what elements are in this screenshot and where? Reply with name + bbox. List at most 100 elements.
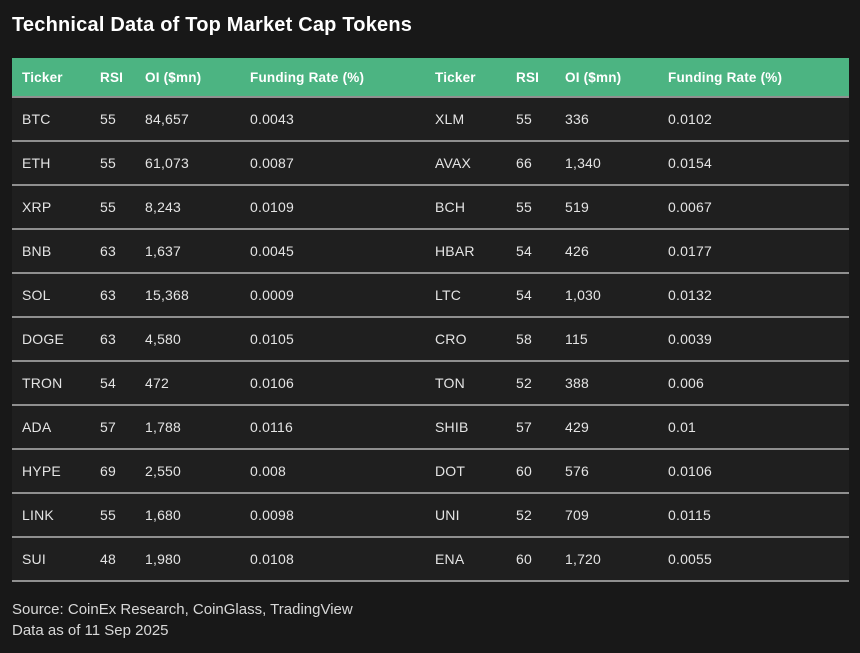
cell-ticker: DOT — [425, 448, 506, 493]
table-row: BNB 63 1,637 0.0045 HBAR 54 426 0.0177 — [12, 228, 849, 273]
cell-ticker: SHIB — [425, 404, 506, 449]
cell-ticker: ETH — [12, 140, 90, 185]
cell-oi-mn: 15,368 — [135, 272, 240, 317]
cell-rsi: 58 — [506, 316, 555, 361]
cell-ticker: DOGE — [12, 316, 90, 361]
cell-rsi: 52 — [506, 360, 555, 405]
cell-rsi: 60 — [506, 536, 555, 582]
cell-rsi: 57 — [506, 404, 555, 449]
table-row: BTC 55 84,657 0.0043 XLM 55 336 0.0102 — [12, 97, 849, 141]
cell-funding-rate: 0.0115 — [658, 492, 849, 537]
cell-ticker: BNB — [12, 228, 90, 273]
table-row: LINK 55 1,680 0.0098 UNI 52 709 0.0115 — [12, 492, 849, 537]
cell-rsi: 48 — [90, 536, 135, 582]
token-data-table: Ticker RSI OI ($mn) Funding Rate (%) Tic… — [12, 58, 849, 582]
cell-ticker: LTC — [425, 272, 506, 317]
table-row: HYPE 69 2,550 0.008 DOT 60 576 0.0106 — [12, 448, 849, 493]
cell-rsi: 52 — [506, 492, 555, 537]
cell-oi-mn: 472 — [135, 360, 240, 405]
cell-ticker: HYPE — [12, 448, 90, 493]
cell-ticker: LINK — [12, 492, 90, 537]
cell-funding-rate: 0.0009 — [240, 272, 425, 317]
cell-ticker: SOL — [12, 272, 90, 317]
cell-rsi: 55 — [90, 140, 135, 185]
cell-oi-mn: 1,720 — [555, 536, 658, 582]
cell-rsi: 60 — [506, 448, 555, 493]
cell-oi-mn: 1,680 — [135, 492, 240, 537]
table-row: ETH 55 61,073 0.0087 AVAX 66 1,340 0.0154 — [12, 140, 849, 185]
cell-oi-mn: 576 — [555, 448, 658, 493]
cell-funding-rate: 0.008 — [240, 448, 425, 493]
cell-rsi: 69 — [90, 448, 135, 493]
cell-rsi: 63 — [90, 316, 135, 361]
cell-oi-mn: 2,550 — [135, 448, 240, 493]
table-row: TRON 54 472 0.0106 TON 52 388 0.006 — [12, 360, 849, 405]
cell-rsi: 63 — [90, 272, 135, 317]
cell-oi-mn: 1,637 — [135, 228, 240, 273]
cell-rsi: 55 — [506, 184, 555, 229]
column-header-rsi-right: RSI — [506, 58, 555, 98]
table-row: ADA 57 1,788 0.0116 SHIB 57 429 0.01 — [12, 404, 849, 449]
cell-funding-rate: 0.0102 — [658, 97, 849, 141]
cell-funding-rate: 0.0098 — [240, 492, 425, 537]
cell-ticker: BTC — [12, 97, 90, 141]
table-row: DOGE 63 4,580 0.0105 CRO 58 115 0.0039 — [12, 316, 849, 361]
cell-rsi: 66 — [506, 140, 555, 185]
cell-funding-rate: 0.0106 — [240, 360, 425, 405]
cell-funding-rate: 0.0109 — [240, 184, 425, 229]
cell-funding-rate: 0.0177 — [658, 228, 849, 273]
cell-oi-mn: 519 — [555, 184, 658, 229]
cell-ticker: BCH — [425, 184, 506, 229]
cell-funding-rate: 0.0106 — [658, 448, 849, 493]
column-header-ticker-right: Ticker — [425, 58, 506, 98]
cell-oi-mn: 709 — [555, 492, 658, 537]
cell-funding-rate: 0.0154 — [658, 140, 849, 185]
table-header-row: Ticker RSI OI ($mn) Funding Rate (%) Tic… — [12, 58, 849, 98]
cell-rsi: 54 — [90, 360, 135, 405]
cell-funding-rate: 0.006 — [658, 360, 849, 405]
cell-ticker: TON — [425, 360, 506, 405]
column-header-oi-right: OI ($mn) — [555, 58, 658, 98]
cell-funding-rate: 0.0087 — [240, 140, 425, 185]
cell-funding-rate: 0.0043 — [240, 97, 425, 141]
cell-ticker: ADA — [12, 404, 90, 449]
cell-oi-mn: 429 — [555, 404, 658, 449]
table-row: SOL 63 15,368 0.0009 LTC 54 1,030 0.0132 — [12, 272, 849, 317]
cell-ticker: XLM — [425, 97, 506, 141]
cell-ticker: XRP — [12, 184, 90, 229]
cell-rsi: 54 — [506, 228, 555, 273]
cell-funding-rate: 0.0132 — [658, 272, 849, 317]
cell-rsi: 55 — [506, 97, 555, 141]
column-header-rsi-left: RSI — [90, 58, 135, 98]
date-line: Data as of 11 Sep 2025 — [12, 622, 169, 639]
cell-oi-mn: 426 — [555, 228, 658, 273]
cell-funding-rate: 0.01 — [658, 404, 849, 449]
cell-rsi: 54 — [506, 272, 555, 317]
cell-funding-rate: 0.0108 — [240, 536, 425, 582]
cell-funding-rate: 0.0055 — [658, 536, 849, 582]
cell-oi-mn: 8,243 — [135, 184, 240, 229]
cell-funding-rate: 0.0116 — [240, 404, 425, 449]
cell-funding-rate: 0.0039 — [658, 316, 849, 361]
table-row: SUI 48 1,980 0.0108 ENA 60 1,720 0.0055 — [12, 536, 849, 582]
cell-ticker: CRO — [425, 316, 506, 361]
cell-oi-mn: 1,980 — [135, 536, 240, 582]
table-body: BTC 55 84,657 0.0043 XLM 55 336 0.0102 ETH 55 61,0… — [12, 97, 849, 582]
cell-rsi: 55 — [90, 184, 135, 229]
cell-ticker: TRON — [12, 360, 90, 405]
cell-oi-mn: 1,340 — [555, 140, 658, 185]
cell-funding-rate: 0.0105 — [240, 316, 425, 361]
column-header-funding-left: Funding Rate (%) — [240, 58, 425, 98]
cell-rsi: 55 — [90, 492, 135, 537]
cell-funding-rate: 0.0067 — [658, 184, 849, 229]
cell-funding-rate: 0.0045 — [240, 228, 425, 273]
cell-ticker: SUI — [12, 536, 90, 582]
column-header-funding-right: Funding Rate (%) — [658, 58, 849, 98]
table-row: XRP 55 8,243 0.0109 BCH 55 519 0.0067 — [12, 184, 849, 229]
cell-oi-mn: 1,788 — [135, 404, 240, 449]
page-title: Technical Data of Top Market Cap Tokens — [12, 14, 413, 36]
cell-ticker: AVAX — [425, 140, 506, 185]
cell-ticker: UNI — [425, 492, 506, 537]
cell-oi-mn: 115 — [555, 316, 658, 361]
